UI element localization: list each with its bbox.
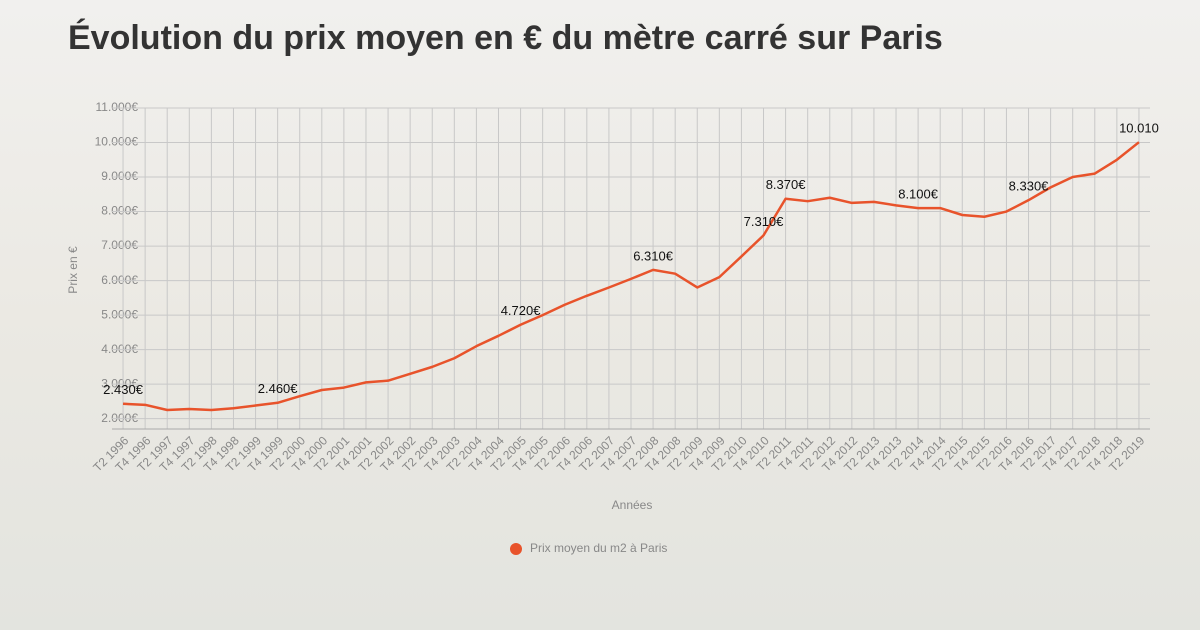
data-label: 8.330€ [1009, 179, 1050, 194]
y-tick-label: 8.000€ [101, 204, 138, 218]
y-tick-label: 2.000€ [101, 411, 138, 425]
data-label: 4.720€ [501, 303, 542, 318]
data-label: 8.370€ [766, 177, 807, 192]
line [122, 141, 1140, 412]
data-label: 6.310€ [633, 248, 674, 263]
data-label: 8.100€ [898, 187, 939, 202]
y-tick-label: 10.000€ [95, 135, 139, 149]
y-tick-label: 11.000€ [96, 100, 139, 114]
legend-label: Prix moyen du m2 à Paris [530, 541, 667, 555]
y-axis-label: Prix en € [66, 246, 80, 294]
y-tick-label: 3.000€ [101, 376, 138, 390]
data-label: 2.430€ [103, 382, 144, 397]
y-tick-label: 5.000€ [101, 307, 138, 321]
y-tick-label: 4.000€ [101, 342, 138, 356]
y-tick-label: 9.000€ [101, 169, 138, 183]
data-label: 7.310€ [744, 214, 785, 229]
x-axis-label: Années [612, 498, 653, 512]
chart-title: Évolution du prix moyen en € du mètre ca… [68, 19, 943, 57]
legend-marker [510, 543, 522, 555]
data-label: 10.010 [1119, 121, 1159, 136]
y-tick-label: 6.000€ [101, 273, 138, 287]
y-tick-label: 7.000€ [101, 238, 138, 252]
data-label: 2.460€ [258, 381, 299, 396]
